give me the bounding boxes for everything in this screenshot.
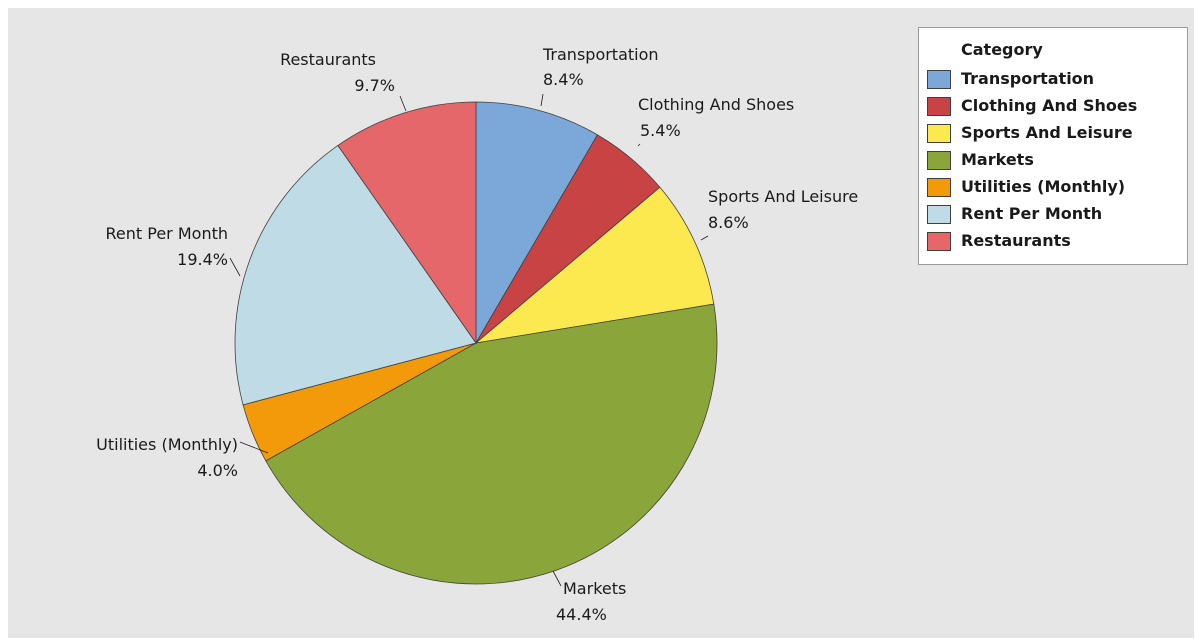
legend-item-clothing-and-shoes: Clothing And Shoes [927,96,1185,118]
leader-line-utilities-monthly [239,441,269,454]
legend-item-restaurants: Restaurants [927,231,1185,253]
pie-chart: Transportation 8.4% Clothing And Shoes 5.4%… [96,45,858,624]
slice-name-label-utilities-monthly: Utilities (Monthly) [96,435,238,454]
legend: Category Transportation Clothing And Shoe… [918,27,1188,265]
legend-swatch [927,70,951,89]
slice-name-label-restaurants: Restaurants [280,50,376,69]
legend-swatch [927,232,951,251]
legend-label: Rent Per Month [961,204,1103,223]
slice-percent-label-transportation: 8.4% [543,70,584,89]
slice-name-label-clothing-and-shoes: Clothing And Shoes [638,95,794,114]
slice-percent-label-clothing-and-shoes: 5.4% [640,121,681,140]
pie-slice-rent-per-month [234,144,477,406]
slice-percent-label-utilities-monthly: 4.0% [197,461,238,480]
legend-swatch [927,178,951,197]
legend-swatch [927,205,951,224]
slice-percent-label-sports-and-leisure: 8.6% [708,213,749,232]
legend-label: Utilities (Monthly) [961,177,1126,196]
slice-name-label-sports-and-leisure: Sports And Leisure [708,187,858,206]
slice-name-label-rent-per-month: Rent Per Month [106,224,228,243]
pie-slice-markets [265,303,718,585]
legend-title: Category [961,40,1043,59]
legend-item-transportation: Transportation [927,69,1185,91]
pie-slice-sports-and-leisure [474,186,715,344]
legend-swatch [927,97,951,116]
legend-item-utilities-monthly: Utilities (Monthly) [927,177,1185,199]
leader-line-transportation [540,93,544,107]
leader-line-clothing-and-shoes [637,143,641,147]
pie-slice-transportation [475,101,599,345]
slice-percent-label-restaurants: 9.7% [354,76,395,95]
legend-item-rent-per-month: Rent Per Month [927,204,1185,226]
legend-label: Restaurants [961,231,1071,250]
leader-line-rent-per-month [229,257,241,277]
slice-name-label-markets: Markets [563,579,626,598]
pie-slice-restaurants [337,101,477,345]
slice-percent-label-rent-per-month: 19.4% [177,250,228,269]
chart-area: Transportation 8.4% Clothing And Shoes 5.4%… [8,8,1194,638]
legend-item-sports-and-leisure: Sports And Leisure [927,123,1185,145]
legend-swatch [927,151,951,170]
legend-label: Transportation [961,69,1095,88]
legend-label: Markets [961,150,1034,169]
leader-line-markets [552,570,562,587]
leader-line-sports-and-leisure [700,235,709,241]
leader-line-restaurants [399,95,407,112]
legend-label: Clothing And Shoes [961,96,1138,115]
slice-percent-label-markets: 44.4% [556,605,607,624]
slice-name-label-transportation: Transportation [542,45,659,64]
legend-label: Sports And Leisure [961,123,1133,142]
legend-item-markets: Markets [927,150,1185,172]
legend-swatch [927,124,951,143]
